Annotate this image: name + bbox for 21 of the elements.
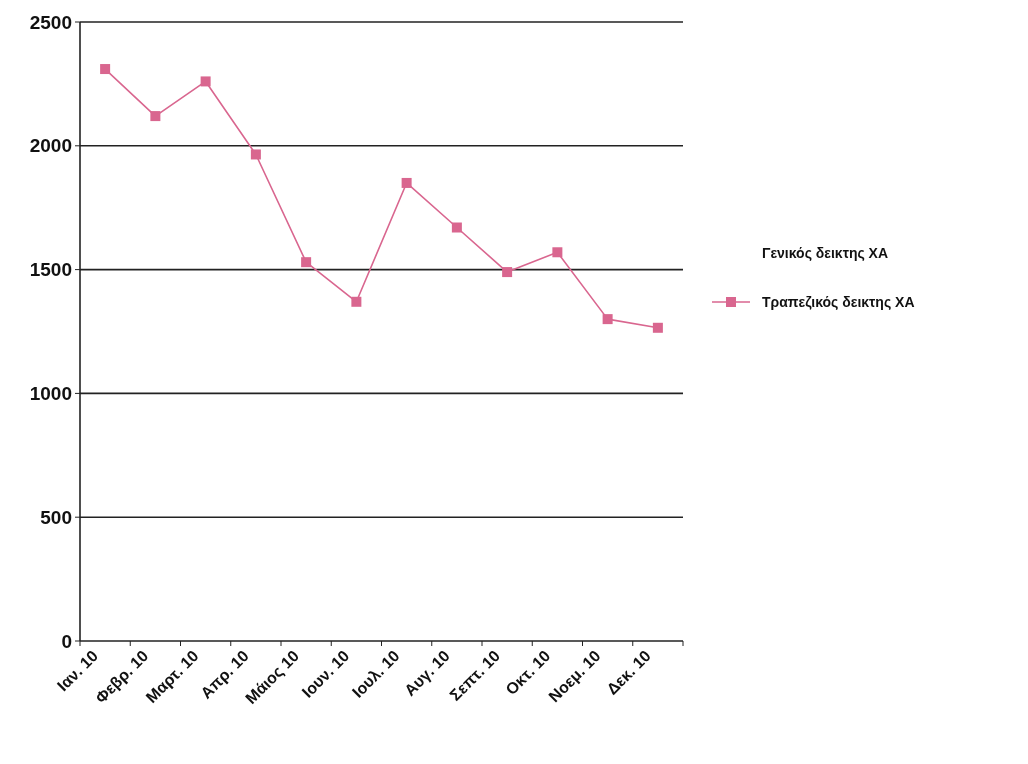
y-tick-label: 500 bbox=[40, 506, 72, 528]
point bbox=[100, 64, 111, 75]
legend-label: Τραπεζικός δεικτης ΧΑ bbox=[762, 293, 915, 310]
point bbox=[451, 222, 462, 233]
point bbox=[401, 177, 412, 188]
point bbox=[351, 296, 362, 307]
point bbox=[502, 267, 513, 278]
y-tick-label: 0 bbox=[61, 630, 72, 652]
point bbox=[552, 247, 563, 258]
x-tick-label: Δεκ. 10 bbox=[603, 646, 655, 698]
point bbox=[250, 149, 261, 160]
y-tick-label: 1000 bbox=[29, 383, 72, 405]
point bbox=[602, 314, 613, 325]
point bbox=[150, 111, 161, 122]
point bbox=[200, 76, 211, 87]
y-tick-label: 2500 bbox=[29, 11, 72, 33]
point bbox=[652, 322, 663, 333]
point bbox=[301, 257, 312, 268]
y-tick-label: 1500 bbox=[29, 259, 72, 281]
y-tick-label: 2000 bbox=[29, 135, 72, 157]
text: Γενικός δεικτης ΧΑ bbox=[762, 245, 889, 261]
